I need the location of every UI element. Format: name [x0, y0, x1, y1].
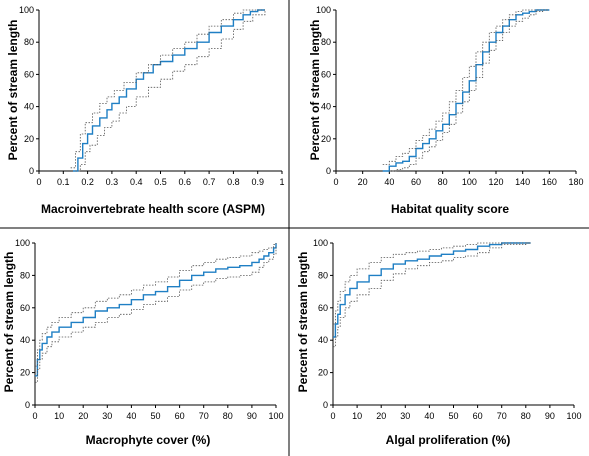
x-tick-label: 120	[488, 177, 503, 187]
y-tick-label: 100	[19, 5, 34, 15]
y-tick-label: 60	[318, 303, 328, 313]
x-tick-label: 0.1	[57, 177, 70, 187]
x-tick-label: 0.3	[106, 177, 119, 187]
series-upper-line	[333, 242, 531, 325]
x-tick-label: 40	[126, 411, 136, 421]
y-tick-label: 100	[15, 238, 30, 248]
x-tick-label: 0.8	[227, 177, 240, 187]
y-tick-label: 80	[318, 270, 328, 280]
y-tick-label: 40	[24, 102, 34, 112]
y-tick-label: 100	[313, 238, 328, 248]
y-tick-label: 20	[20, 368, 30, 378]
series-lower-line	[389, 9, 550, 172]
series-upper-line	[70, 9, 265, 169]
chart-panel-2: Percent of stream length Habitat quality…	[308, 5, 584, 216]
y-tick-label: 80	[24, 37, 34, 47]
series-lower-line	[75, 10, 266, 172]
x-tick-label: 0	[36, 177, 41, 187]
y-tick-label: 40	[20, 335, 30, 345]
y-tick-label: 0	[323, 400, 328, 410]
x-tick-label: 60	[411, 177, 421, 187]
panel-2-x-axis-label: Habitat quality score	[391, 202, 509, 216]
x-tick-label: 20	[376, 411, 386, 421]
x-tick-label: 60	[175, 411, 185, 421]
x-tick-label: 140	[515, 177, 530, 187]
x-tick-label: 40	[424, 411, 434, 421]
panel-2-y-axis-label: Percent of stream length	[308, 20, 322, 161]
x-tick-label: 100	[268, 411, 283, 421]
y-tick-label: 20	[321, 134, 331, 144]
panel-4-x-axis-label: Algal proliferation (%)	[386, 433, 511, 447]
x-tick-label: 20	[358, 177, 368, 187]
x-tick-label: 80	[521, 411, 531, 421]
x-tick-label: 160	[542, 177, 557, 187]
x-tick-label: 0.2	[81, 177, 94, 187]
y-tick-label: 40	[321, 102, 331, 112]
y-tick-label: 60	[24, 69, 34, 79]
x-tick-label: 70	[199, 411, 209, 421]
y-tick-label: 0	[326, 166, 331, 176]
x-tick-label: 10	[54, 411, 64, 421]
x-tick-label: 1	[279, 177, 284, 187]
series-estimate-line	[382, 9, 550, 172]
y-tick-label: 20	[24, 134, 34, 144]
x-tick-label: 30	[400, 411, 410, 421]
y-tick-label: 40	[318, 335, 328, 345]
series-lower-line	[35, 246, 277, 383]
chart-panel-3: Percent of stream length Macrophyte cove…	[2, 238, 284, 447]
x-tick-label: 0.6	[179, 177, 192, 187]
x-tick-label: 0	[330, 411, 335, 421]
x-tick-label: 90	[247, 411, 257, 421]
x-tick-label: 0.5	[154, 177, 167, 187]
series-estimate-line	[35, 243, 277, 377]
x-tick-label: 40	[384, 177, 394, 187]
series-upper-line	[35, 243, 277, 367]
chart-panel-1: Percent of stream length Macroinvertebra…	[6, 5, 285, 216]
y-tick-label: 0	[25, 400, 30, 410]
x-tick-label: 180	[568, 177, 583, 187]
x-tick-label: 0.7	[203, 177, 216, 187]
series-lower-line	[333, 242, 531, 348]
panel-3-y-axis-label: Percent of stream length	[2, 252, 16, 393]
x-tick-label: 50	[150, 411, 160, 421]
x-tick-label: 80	[223, 411, 233, 421]
x-tick-label: 80	[438, 177, 448, 187]
x-tick-label: 100	[566, 411, 581, 421]
series-upper-line	[382, 9, 550, 165]
panel-1-x-axis-label: Macroinvertebrate health score (ASPM)	[41, 202, 265, 216]
y-tick-label: 60	[321, 69, 331, 79]
y-tick-label: 20	[318, 368, 328, 378]
x-tick-label: 100	[462, 177, 477, 187]
x-tick-label: 0.9	[251, 177, 264, 187]
x-tick-label: 70	[497, 411, 507, 421]
panel-4-y-axis-label: Percent of stream length	[296, 252, 310, 393]
x-tick-label: 0	[32, 411, 37, 421]
panel-3-x-axis-label: Macrophyte cover (%)	[86, 433, 211, 447]
x-tick-label: 10	[352, 411, 362, 421]
y-tick-label: 60	[20, 303, 30, 313]
y-tick-label: 0	[29, 166, 34, 176]
panel-1-y-axis-label: Percent of stream length	[6, 20, 20, 161]
y-tick-label: 80	[20, 270, 30, 280]
y-tick-label: 80	[321, 37, 331, 47]
series-estimate-line	[333, 242, 531, 338]
x-tick-label: 90	[545, 411, 555, 421]
x-tick-label: 50	[448, 411, 458, 421]
x-tick-label: 20	[78, 411, 88, 421]
series-estimate-line	[73, 9, 265, 172]
y-tick-label: 100	[316, 5, 331, 15]
x-tick-label: 60	[473, 411, 483, 421]
chart-panel-4: Percent of stream length Algal prolifera…	[296, 238, 582, 447]
x-tick-label: 0.4	[130, 177, 143, 187]
x-tick-label: 30	[102, 411, 112, 421]
x-tick-label: 0	[333, 177, 338, 187]
